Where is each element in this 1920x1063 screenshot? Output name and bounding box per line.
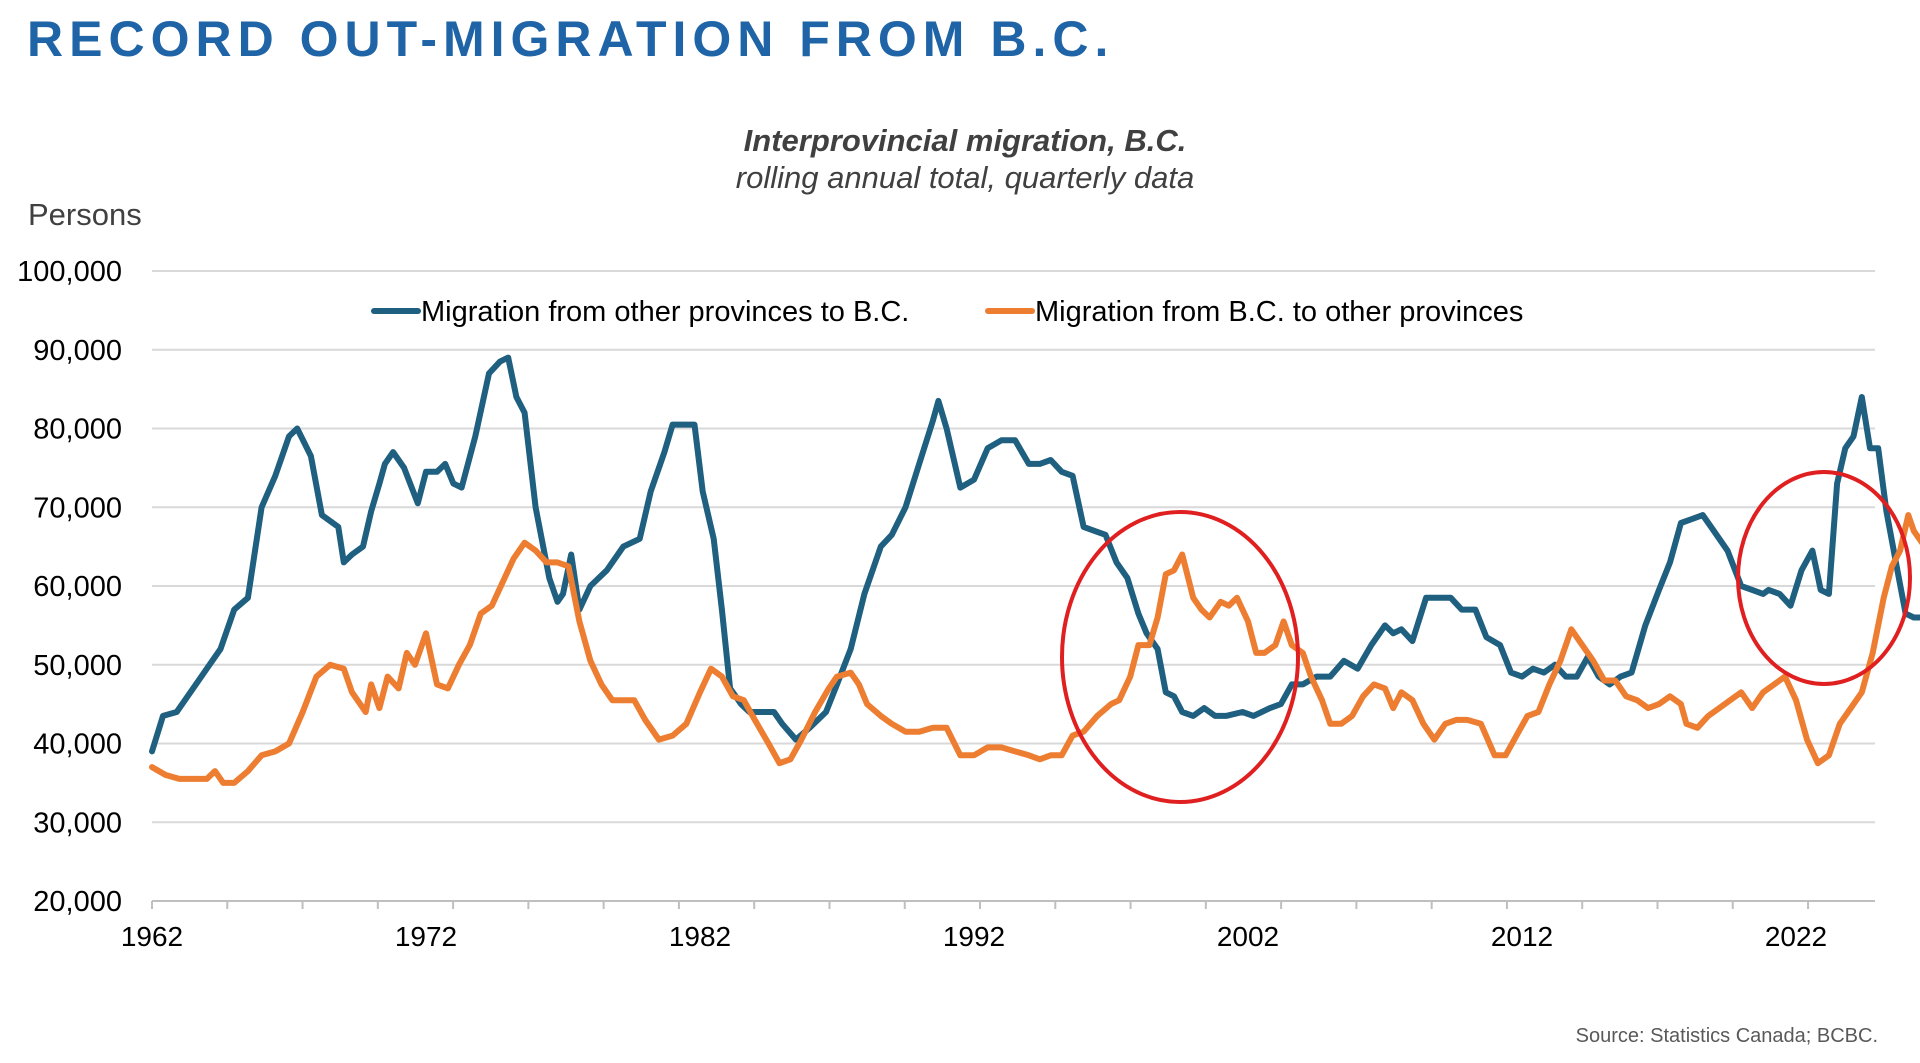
annotations bbox=[1060, 470, 1912, 804]
x-tick-label: 2002 bbox=[1217, 921, 1279, 952]
gridlines bbox=[152, 270, 1875, 824]
y-tick-label: 40,000 bbox=[33, 729, 122, 761]
legend-label-to-bc: Migration from other provinces to B.C. bbox=[421, 296, 909, 328]
x-tick-label: 1982 bbox=[669, 921, 731, 952]
x-tick-label: 1962 bbox=[121, 921, 183, 952]
y-tick-label: 70,000 bbox=[33, 492, 122, 524]
x-tick-label: 2012 bbox=[1491, 921, 1553, 952]
highlight-circle-2024 bbox=[1736, 470, 1912, 686]
x-tick-label: 2022 bbox=[1765, 921, 1827, 952]
axes: 20,000 30,000 40,000 50,000 60,000 70,000 80,0… bbox=[17, 256, 1875, 952]
source-note: Source: Statistics Canada; BCBC. bbox=[1575, 1025, 1878, 1047]
page-title: RECORD OUT-MIGRATION FROM B.C. bbox=[27, 11, 1115, 67]
chart-subtitle: rolling annual total, quarterly data bbox=[735, 160, 1195, 195]
chart-title: Interprovincial migration, B.C. bbox=[743, 123, 1187, 158]
series-line-to-bc bbox=[149, 354, 1920, 755]
y-tick-label: 60,000 bbox=[33, 571, 122, 603]
highlight-circle-2000 bbox=[1060, 510, 1300, 804]
y-tick-label: 50,000 bbox=[33, 650, 122, 682]
y-tick-label: 20,000 bbox=[33, 886, 122, 918]
series-lines bbox=[149, 354, 1920, 786]
y-tick-label: 30,000 bbox=[33, 807, 122, 839]
legend-label-from-bc: Migration from B.C. to other provinces bbox=[1035, 296, 1523, 328]
legend: Migration from other provinces to B.C. Mi… bbox=[371, 296, 1523, 328]
y-tick-label: 80,000 bbox=[33, 414, 122, 446]
x-tick-label: 1972 bbox=[395, 921, 457, 952]
y-tick-label: 100,000 bbox=[17, 256, 122, 288]
series-line-from-bc bbox=[149, 512, 1920, 786]
y-tick-label: 90,000 bbox=[33, 335, 122, 367]
x-tick-label: 1992 bbox=[943, 921, 1005, 952]
y-axis-label: Persons bbox=[28, 197, 142, 232]
